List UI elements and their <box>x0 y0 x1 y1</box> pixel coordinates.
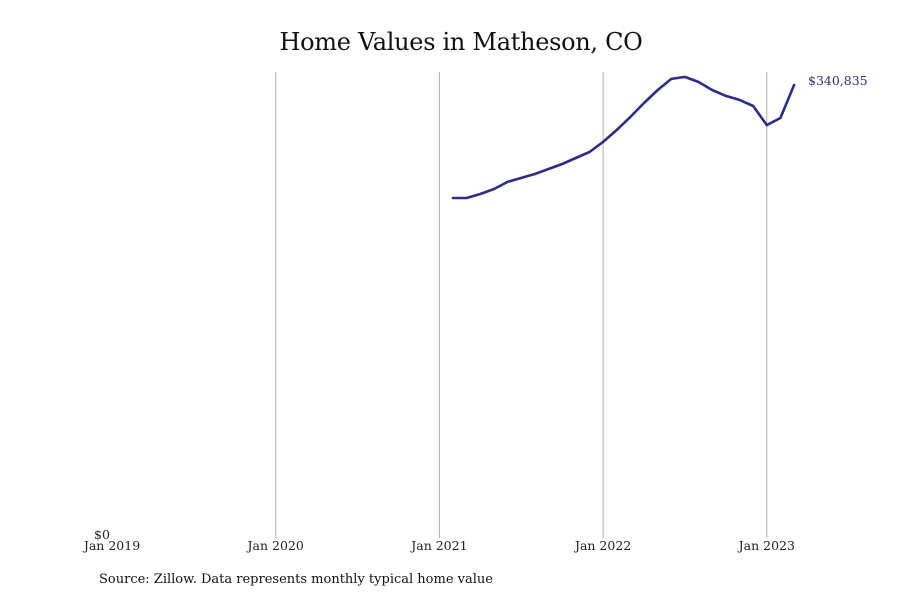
y-axis-zero-label: $0 <box>94 527 110 542</box>
end-value-label: $340,835 <box>808 73 868 88</box>
chart-title: Home Values in Matheson, CO <box>279 28 643 56</box>
x-tick-label: Jan 2023 <box>737 538 795 553</box>
x-tick-label: Jan 2020 <box>246 538 304 553</box>
vertical-gridlines <box>275 72 768 538</box>
source-note: Source: Zillow. Data represents monthly … <box>99 572 493 587</box>
x-axis-tick-labels: Jan 2019 Jan 2020 Jan 2021 Jan 2022 Jan 2023 <box>82 538 795 553</box>
x-tick-label: Jan 2022 <box>573 538 631 553</box>
x-tick-label: Jan 2019 <box>82 538 140 553</box>
home-value-line <box>451 75 796 200</box>
x-tick-label: Jan 2021 <box>409 538 467 553</box>
